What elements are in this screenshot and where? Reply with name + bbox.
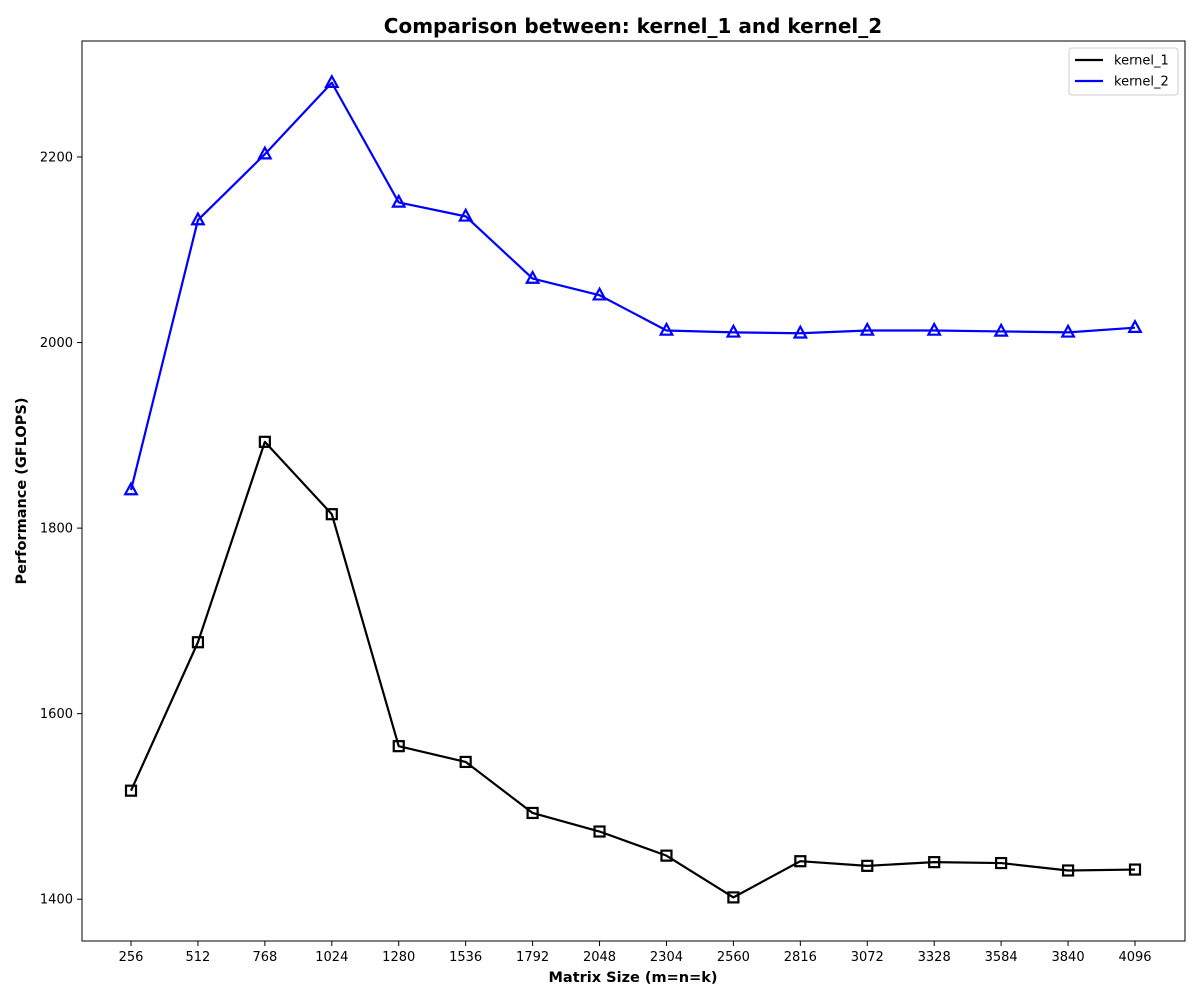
x-tick-label: 2304 [650, 950, 683, 965]
data-point-kernel-1 [392, 740, 405, 753]
series-line-kernel-2 [129, 81, 1136, 491]
legend: kernel_1 kernel_2 [1068, 47, 1179, 96]
chart-title: Comparison between: kernel_1 and kernel_… [384, 14, 882, 38]
x-tick-label: 768 [252, 950, 277, 965]
data-point-kernel-1 [1061, 864, 1075, 877]
data-point-kernel-2 [458, 207, 474, 222]
x-tick-label: 2816 [784, 950, 817, 965]
y-axis-label: Performance (GFLOPS) [14, 398, 30, 585]
data-point-kernel-2 [257, 145, 273, 160]
y-tick-label: 2000 [40, 336, 73, 351]
data-point-kernel-1 [459, 755, 472, 769]
data-point-kernel-2 [591, 286, 608, 301]
x-tick-label: 3072 [851, 950, 884, 965]
x-tick-label: 2048 [583, 950, 616, 965]
plot-area: 256 512 768 1024 1280 1536 1792 2048 2304 2560 281… [40, 73, 1152, 965]
x-tick-label: 512 [186, 950, 211, 965]
data-point-kernel-2 [859, 321, 875, 336]
data-point-kernel-1 [928, 856, 941, 869]
data-point-kernel-1 [1128, 863, 1142, 876]
data-point-kernel-2 [926, 321, 942, 336]
data-point-kernel-2 [993, 322, 1009, 337]
x-tick-label: 2560 [717, 950, 750, 965]
x-tick-label: 4096 [1118, 950, 1151, 965]
y-tick-label: 1800 [40, 522, 73, 537]
series-line-kernel-1 [129, 440, 1136, 899]
data-point-kernel-2 [792, 324, 808, 339]
x-tick-label: 3840 [1052, 950, 1085, 965]
data-point-kernel-1 [258, 435, 271, 448]
legend-label-kernel-2: kernel_2 [1114, 75, 1169, 90]
data-point-kernel-1 [124, 784, 138, 797]
data-point-kernel-1 [660, 849, 673, 862]
data-point-kernel-2 [725, 323, 742, 338]
x-tick-label: 1792 [516, 950, 549, 965]
data-point-kernel-1 [727, 891, 740, 904]
x-tick-label: 3584 [985, 950, 1018, 965]
y-tick-label: 1600 [40, 707, 73, 722]
data-point-kernel-1 [995, 856, 1008, 870]
legend-label-kernel-1: kernel_1 [1114, 54, 1169, 69]
data-point-kernel-1 [526, 806, 539, 820]
data-point-kernel-2 [190, 211, 206, 226]
data-point-kernel-2 [1060, 323, 1076, 338]
data-point-kernel-2 [123, 481, 139, 496]
x-tick-label: 256 [119, 950, 144, 965]
x-tick-label: 3328 [918, 950, 951, 965]
x-axis-label: Matrix Size (m=n=k) [548, 970, 717, 986]
data-point-kernel-1 [593, 825, 606, 838]
data-point-kernel-2 [524, 269, 541, 284]
data-point-kernel-1 [325, 508, 338, 521]
data-point-kernel-2 [324, 73, 340, 89]
data-point-kernel-2 [658, 321, 675, 336]
x-tick-label: 1536 [449, 950, 482, 965]
data-point-kernel-1 [191, 636, 205, 649]
data-point-kernel-2 [1127, 318, 1143, 334]
y-tick-label: 2200 [40, 150, 73, 165]
data-point-kernel-2 [391, 193, 407, 208]
data-point-kernel-1 [794, 855, 807, 868]
axes-frame [81, 40, 1186, 942]
data-point-kernel-1 [861, 859, 874, 872]
x-tick-label: 1024 [315, 950, 348, 965]
x-tick-label: 1280 [382, 950, 415, 965]
y-tick-label: 1400 [40, 893, 73, 908]
